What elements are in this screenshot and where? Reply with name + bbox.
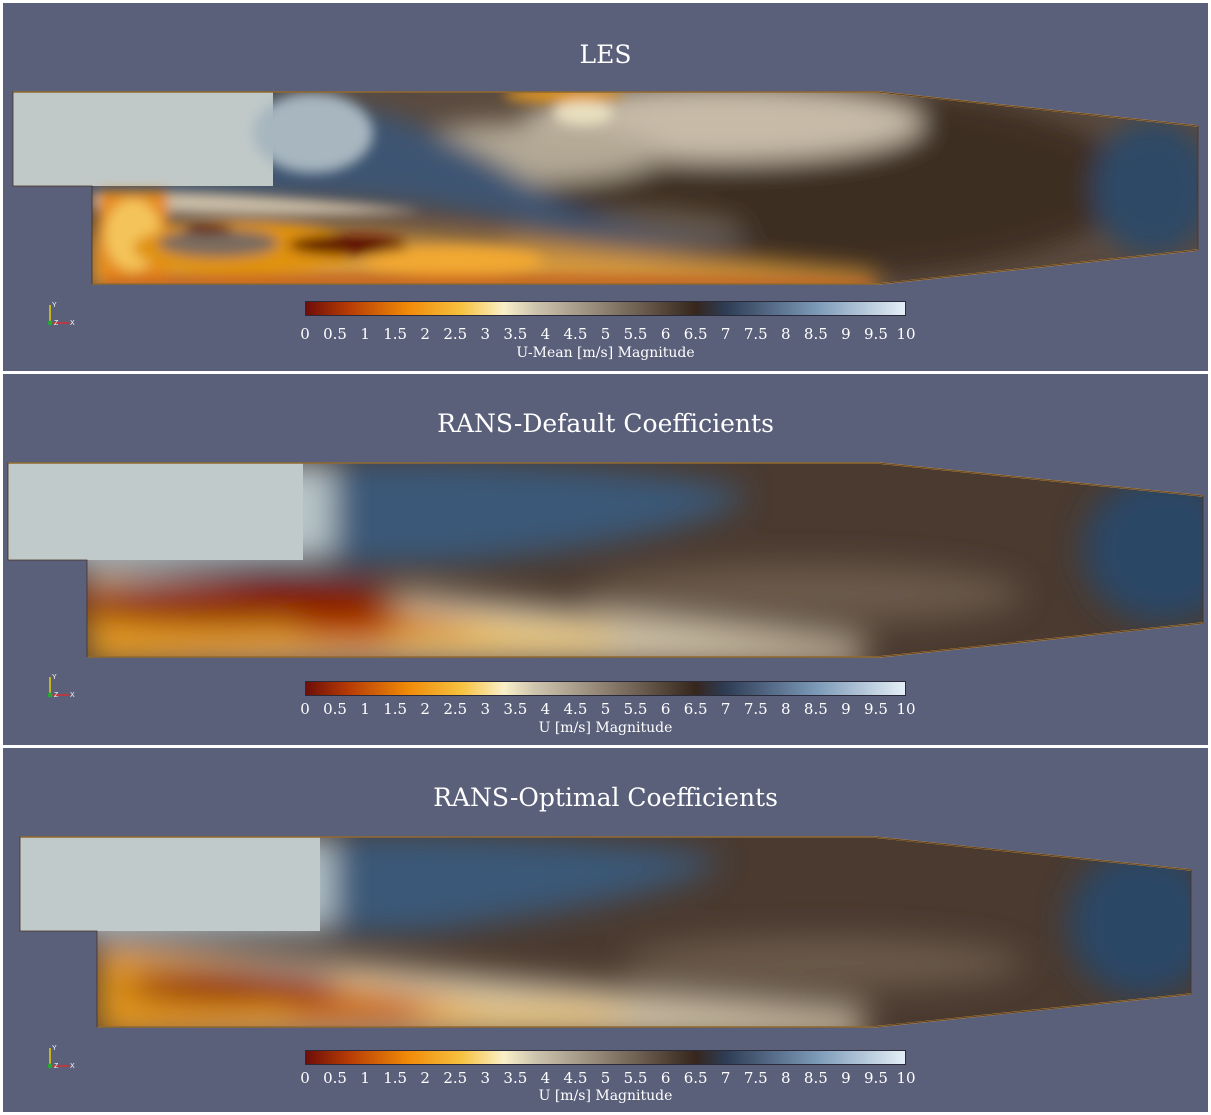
colorbar-tick-label: 8.5 [803, 1069, 828, 1087]
panel-rans-optimal: RANS-Optimal Coefficients [3, 748, 1208, 1112]
axis-z-label: Z [54, 692, 59, 699]
colorbar-tick-label: 4 [540, 1069, 551, 1087]
colorbar-label: U [m/s] Magnitude [538, 1088, 673, 1104]
colorbar-tick-label: 10 [896, 325, 916, 343]
colorbar-ticks: 0 0.5 1 1.5 2 2.5 3 3.5 4 4.5 5 5.5 6 6.5 7 7.5 8 8.5 9 9.5… [300, 700, 915, 718]
colorbar-tick-label: 7.5 [743, 325, 768, 343]
colorbar-tick-label: 3.5 [503, 1069, 528, 1087]
colorbar-label: U-Mean [m/s] Magnitude [516, 345, 695, 361]
axis-z-label: Z [54, 1063, 59, 1070]
colorbar-tick-label: 5.5 [623, 700, 648, 718]
colorbar-tick-label: 7 [720, 1069, 731, 1087]
colorbar-tick-label: 0.5 [323, 700, 347, 718]
colorbar-tick-label: 4 [540, 700, 551, 718]
colorbar-tick-label: 5 [600, 700, 611, 718]
panel-rans-default: RANS-Default Coefficients [3, 374, 1208, 745]
flow-field-rans-optimal [19, 836, 1192, 1028]
panel-title: RANS-Default Coefficients [437, 409, 774, 438]
colorbar-tick-label: 6 [660, 1069, 671, 1087]
colorbar-tick-label: 7 [720, 700, 731, 718]
colorbar-tick-label: 0 [300, 1069, 310, 1087]
axis-y-label: Y [52, 674, 57, 681]
colorbar-tick-label: 5.5 [623, 325, 648, 343]
colorbar-tick-label: 1.5 [383, 700, 408, 718]
colorbar-tick-label: 9.5 [864, 325, 888, 343]
colorbar-tick-label: 9 [841, 325, 851, 343]
colorbar-tick-label: 7.5 [743, 1069, 768, 1087]
colorbar-tick-label: 5 [600, 325, 611, 343]
colorbar-tick-label: 3.5 [503, 700, 528, 718]
colorbar-tick-label: 2.5 [443, 700, 468, 718]
colorbar-tick-label: 9.5 [864, 1069, 888, 1087]
axis-y-label: Y [52, 302, 57, 309]
colorbar-tick-label: 6.5 [683, 1069, 708, 1087]
colorbar-tick-label: 8 [781, 325, 791, 343]
colorbar-tick-label: 5.5 [623, 1069, 648, 1087]
colorbar-tick-label: 0 [300, 700, 310, 718]
colorbar-tick-label: 4.5 [563, 700, 588, 718]
colorbar-tick-label: 6 [660, 700, 671, 718]
flow-field-rans-default [7, 462, 1204, 658]
colorbar-tick-label: 8.5 [803, 325, 828, 343]
colorbar-tick-label: 9.5 [864, 700, 888, 718]
colorbar-tick-label: 0 [300, 325, 310, 343]
colorbar-label: U [m/s] Magnitude [538, 720, 673, 736]
colorbar-tick-label: 0.5 [323, 325, 347, 343]
colorbar-tick-label: 0.5 [323, 1069, 347, 1087]
axis-x-label: X [70, 692, 75, 699]
panel-les: LES [3, 3, 1208, 371]
colorbar-tick-label: 8.5 [803, 700, 828, 718]
colorbar-tick-label: 1 [360, 1069, 370, 1087]
flow-field-les [12, 91, 1199, 285]
colorbar-ticks: 0 0.5 1 1.5 2 2.5 3 3.5 4 4.5 5 5.5 6 6.5 7 7.5 8 8.5 9 9.5… [300, 1069, 915, 1087]
colorbar-tick-label: 9 [841, 1069, 851, 1087]
colorbar-tick-label: 4.5 [563, 1069, 588, 1087]
colorbar-tick-label: 1 [360, 325, 370, 343]
axes-orientation-icon: Y Z X [47, 674, 75, 699]
colorbar-tick-label: 7 [720, 325, 731, 343]
colorbar-tick-label: 4.5 [563, 325, 588, 343]
colorbar [305, 301, 906, 316]
colorbar [305, 681, 906, 696]
colorbar-tick-label: 10 [896, 1069, 916, 1087]
colorbar-tick-label: 3 [480, 700, 491, 718]
colorbar-tick-label: 6.5 [683, 700, 708, 718]
axis-x-label: X [70, 1063, 75, 1070]
colorbar-tick-label: 4 [540, 325, 551, 343]
colorbar-ticks: 0 0.5 1 1.5 2 2.5 3 3.5 4 4.5 5 5.5 6 6.5 7 7.5 8 8.5 9 9.5… [300, 325, 915, 343]
colorbar-tick-label: 5 [600, 1069, 611, 1087]
colorbar-tick-label: 3 [480, 325, 491, 343]
colorbar-tick-label: 3 [480, 1069, 491, 1087]
panel-title: RANS-Optimal Coefficients [433, 783, 778, 812]
colorbar-tick-label: 9 [841, 700, 851, 718]
colorbar-tick-label: 6.5 [683, 325, 708, 343]
axis-x-label: X [70, 320, 75, 327]
colorbar-tick-label: 10 [896, 700, 916, 718]
colorbar-tick-label: 2.5 [443, 325, 468, 343]
colorbar-tick-label: 1.5 [383, 325, 408, 343]
colorbar-tick-label: 3.5 [503, 325, 528, 343]
colorbar-tick-label: 8 [781, 1069, 791, 1087]
colorbar-tick-label: 1 [360, 700, 370, 718]
axis-y-label: Y [52, 1045, 57, 1052]
colorbar-tick-label: 2 [420, 1069, 430, 1087]
colorbar-tick-label: 8 [781, 700, 791, 718]
colorbar-tick-label: 2.5 [443, 1069, 468, 1087]
colorbar [305, 1050, 906, 1065]
colorbar-tick-label: 2 [420, 700, 430, 718]
axes-orientation-icon: Y Z X [47, 302, 75, 327]
panel-title: LES [579, 40, 632, 69]
axis-z-label: Z [54, 320, 59, 327]
colorbar-tick-label: 1.5 [383, 1069, 408, 1087]
colorbar-tick-label: 6 [660, 325, 671, 343]
axes-orientation-icon: Y Z X [47, 1045, 75, 1070]
colorbar-tick-label: 2 [420, 325, 430, 343]
colorbar-tick-label: 7.5 [743, 700, 768, 718]
